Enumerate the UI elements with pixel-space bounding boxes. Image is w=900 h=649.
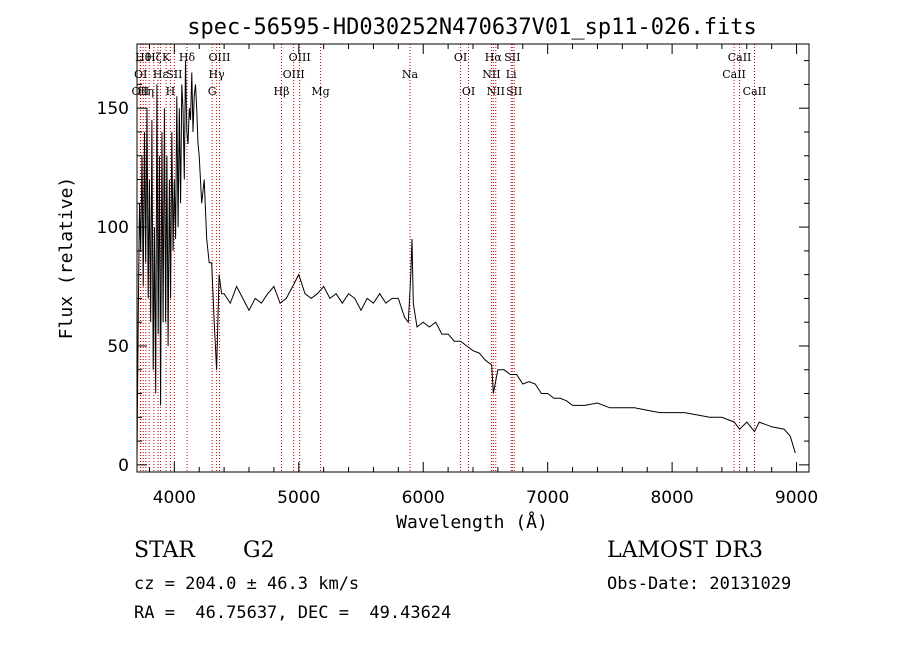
- line-label: G: [208, 85, 217, 98]
- line-label: Hα: [485, 51, 503, 64]
- y-tick-label: 50: [107, 337, 129, 357]
- coordinates: RA = 46.75637, DEC = 49.43624: [134, 603, 452, 623]
- y-tick-label: 0: [118, 456, 129, 476]
- plot-frame: [136, 43, 810, 473]
- y-tick-label: 100: [97, 218, 129, 238]
- x-tick-label: 5000: [277, 488, 320, 508]
- line-label: Na: [402, 68, 419, 81]
- spectrum-series-line: [136, 60, 796, 458]
- line-label: CaII: [728, 51, 752, 64]
- x-axis: 4000 5000 6000 7000 8000 9000: [148, 44, 818, 508]
- line-label: CaII: [722, 68, 746, 81]
- line-label: Hη: [138, 85, 154, 98]
- line-label: SII: [166, 68, 182, 81]
- line-label: K: [162, 51, 171, 64]
- x-tick-label: 8000: [650, 488, 693, 508]
- x-tick-label: 9000: [775, 488, 818, 508]
- line-label: OIII: [289, 51, 311, 64]
- line-label: NII: [482, 68, 500, 81]
- line-label: Li: [506, 68, 517, 81]
- line-label: OIII: [283, 68, 305, 81]
- spectral-line-markers: [139, 44, 755, 472]
- x-tick-label: 6000: [402, 488, 445, 508]
- object-subclass: G2: [243, 538, 275, 563]
- line-label: SII: [506, 85, 522, 98]
- survey-name: LAMOST DR3: [607, 538, 763, 563]
- x-tick-label: 4000: [153, 488, 196, 508]
- x-axis-label: Wavelength (Å): [396, 511, 548, 533]
- line-label: OI: [462, 85, 475, 98]
- line-label: OI: [134, 68, 147, 81]
- line-label: Mg: [311, 85, 329, 98]
- redshift-value: cz = 204.0 ± 46.3 km/s: [134, 574, 360, 594]
- line-label: Hζ: [146, 51, 162, 64]
- line-label: OIII: [208, 51, 230, 64]
- y-axis-label: Flux (relative): [56, 177, 77, 340]
- line-label: Hδ: [179, 51, 196, 64]
- line-label: OI: [454, 51, 467, 64]
- object-class: STAR: [134, 538, 195, 563]
- line-label: CaII: [743, 85, 767, 98]
- line-label: NII: [487, 85, 505, 98]
- line-label: Hε: [153, 68, 169, 81]
- x-tick-label: 7000: [526, 488, 569, 508]
- line-label: H: [166, 85, 176, 98]
- observation-date: Obs-Date: 20131029: [607, 574, 792, 594]
- spectral-line-labels: OIIOIHθHηHζHεKHSIIHδGHγOIIIHβOIIIOIIIMgN…: [132, 51, 767, 98]
- y-axis: 0 50 100 150: [97, 60, 809, 476]
- chart-title: spec-56595-HD030252N470637V01_sp11-026.f…: [187, 15, 757, 40]
- line-label: SII: [504, 51, 520, 64]
- line-label: Hγ: [209, 68, 226, 81]
- line-label: OII: [132, 85, 150, 98]
- y-tick-label: 150: [97, 99, 129, 119]
- line-label: Hβ: [274, 85, 290, 98]
